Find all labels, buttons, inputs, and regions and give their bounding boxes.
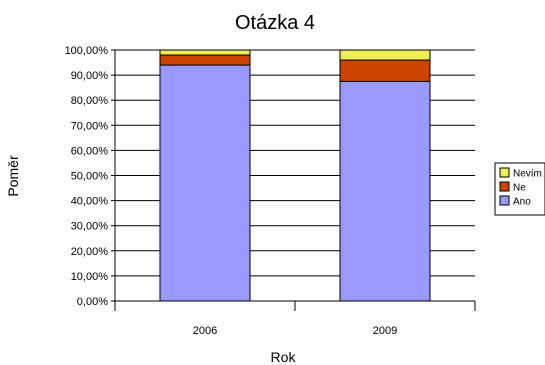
legend-label: Nevím	[513, 169, 542, 180]
legend-label: Ano	[513, 197, 531, 208]
bar-segment-ne-2006	[159, 54, 251, 66]
y-tick-label: 0,00%	[77, 296, 108, 308]
bar-segment-nevím-2009	[339, 49, 431, 61]
y-tick-label: 90,00%	[71, 70, 109, 82]
y-axis-title: Poměr	[5, 155, 21, 197]
x-axis-title: Rok	[271, 349, 297, 365]
x-tick-labels: 2006 2009	[193, 325, 397, 337]
y-tick-label: 60,00%	[71, 145, 109, 157]
bar-segment-nevím-2006	[159, 49, 251, 56]
y-tick-label: 10,00%	[71, 271, 109, 283]
bars	[159, 49, 431, 302]
y-tick-label: 40,00%	[71, 196, 109, 208]
y-tick-labels: 0,00% 10,00% 20,00% 30,00% 40,00% 50,00% 60,00…	[65, 45, 109, 308]
chart-title: Otázka 4	[235, 12, 315, 34]
y-tick-label: 100,00%	[65, 45, 109, 57]
legend-swatch-ano	[499, 195, 510, 206]
y-tick-label: 70,00%	[71, 120, 109, 132]
bar-segment-ano-2009	[339, 80, 431, 302]
legend-swatch-ne	[499, 181, 510, 192]
axes	[111, 49, 476, 311]
y-tick-label: 20,00%	[71, 246, 109, 258]
bar-segment-ne-2009	[339, 59, 431, 82]
bar-segment-ano-2006	[159, 64, 251, 302]
legend-swatch-nevím	[499, 167, 510, 178]
y-tick-label: 80,00%	[71, 95, 109, 107]
legend: Nevím Ne Ano	[494, 162, 545, 216]
legend-label: Ne	[513, 183, 526, 194]
x-tick-label: 2006	[193, 325, 217, 337]
y-tick-label: 50,00%	[71, 171, 109, 183]
x-tick-label: 2009	[373, 325, 397, 337]
y-tick-label: 30,00%	[71, 221, 109, 233]
